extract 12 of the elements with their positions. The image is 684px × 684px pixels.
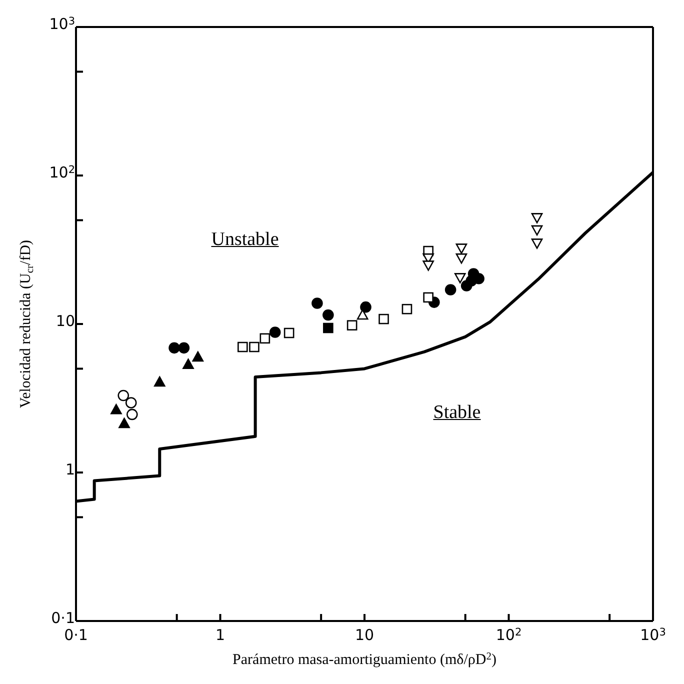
y-tick-label: 0·1: [51, 609, 75, 627]
y-tick-label: 10: [56, 312, 75, 330]
x-axis-title: Parámetro masa-amortiguamiento (mδ/ρD$^{2}$): [232, 651, 496, 668]
x-tick-label: 10$^{3}$: [640, 626, 666, 644]
annotation: Unstable: [211, 229, 279, 251]
annotation: Stable: [433, 402, 481, 424]
y-tick-label: 10$^{2}$: [49, 164, 75, 182]
y-tick-label: 10$^{3}$: [49, 15, 75, 33]
y-tick-label: 1: [65, 460, 75, 478]
x-tick-label: 10$^{2}$: [496, 626, 522, 644]
x-tick-label: 1: [215, 626, 226, 644]
x-tick-label: 10: [354, 626, 374, 644]
